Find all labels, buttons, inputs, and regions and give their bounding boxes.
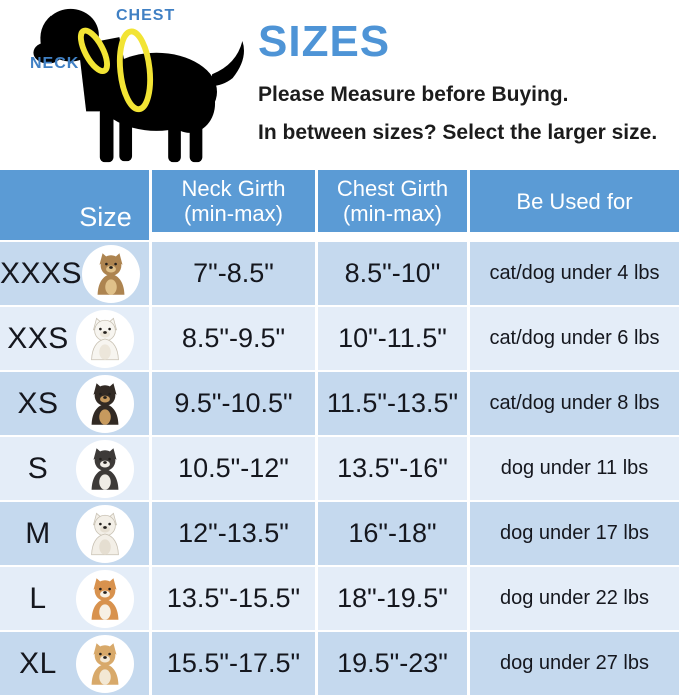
header-section: NECK CHEST SIZES Please Measure before B… xyxy=(0,0,679,170)
size-cell: S xyxy=(0,437,149,500)
used-for-value: cat/dog under 8 lbs xyxy=(470,372,679,435)
column-header-used-for: Be Used for xyxy=(470,170,679,232)
table-row-s: S 10.5"-12" 13.5"-16" dog under 11 lbs xyxy=(0,437,679,500)
chest-label: CHEST xyxy=(116,7,176,24)
chest-girth-value: 13.5"-16" xyxy=(318,437,467,500)
dog-photo-samoyed xyxy=(76,309,134,368)
neck-girth-value: 15.5"-17.5" xyxy=(152,632,315,695)
size-cell: XXS xyxy=(0,307,149,370)
table-row-l: L 13.5"-15.5" 18"-19.5" dog under 22 lbs xyxy=(0,567,679,630)
size-label: XL xyxy=(19,646,57,680)
dog-photo-bichon xyxy=(76,504,134,563)
neck-girth-value: 12"-13.5" xyxy=(152,502,315,565)
size-cell: L xyxy=(0,567,149,630)
intro-line-1: Please Measure before Buying. xyxy=(258,83,569,106)
neck-girth-header-sub: (min-max) xyxy=(183,201,283,226)
used-for-value: dog under 27 lbs xyxy=(470,632,679,695)
dog-photo-chihuahua xyxy=(76,374,134,433)
neck-girth-value: 9.5"-10.5" xyxy=(152,372,315,435)
chest-girth-value: 19.5"-23" xyxy=(318,632,467,695)
chest-girth-value: 10"-11.5" xyxy=(318,307,467,370)
used-for-value: cat/dog under 6 lbs xyxy=(470,307,679,370)
chest-girth-value: 8.5"-10" xyxy=(318,242,467,305)
intro-text-block: SIZES Please Measure before Buying. In b… xyxy=(258,20,668,159)
table-header-row: Size Neck Girth (min-max) Chest Girth (min… xyxy=(0,170,679,240)
size-label: XS xyxy=(17,386,59,420)
dog-photo-shiba-inu xyxy=(76,634,134,693)
neck-girth-value: 8.5"-9.5" xyxy=(152,307,315,370)
table-row-xl: XL 15.5"-17.5" 19.5"-23" dog under 27 lb… xyxy=(0,632,679,695)
dog-photo-boston-terrier xyxy=(76,439,134,498)
size-label: XXXS xyxy=(0,256,83,290)
dog-photo-corgi xyxy=(76,569,134,628)
size-cell: XXXS xyxy=(0,242,149,305)
chest-band xyxy=(116,28,154,113)
neck-girth-value: 10.5"-12" xyxy=(152,437,315,500)
chest-girth-value: 11.5"-13.5" xyxy=(318,372,467,435)
used-for-value: dog under 17 lbs xyxy=(470,502,679,565)
size-chart-table: Size Neck Girth (min-max) Chest Girth (min… xyxy=(0,170,679,695)
dog-measurement-diagram xyxy=(33,8,244,163)
size-label: M xyxy=(25,516,51,550)
dog-photo-yorkshire-terrier xyxy=(82,244,141,303)
column-header-neck-girth: Neck Girth (min-max) xyxy=(152,170,315,232)
table-row-xxs: XXS 8.5"-9.5" 10"-11.5" cat/dog under 6 … xyxy=(0,307,679,370)
neck-label: NECK xyxy=(30,55,80,72)
chest-girth-value: 18"-19.5" xyxy=(318,567,467,630)
chest-girth-header-label: Chest Girth xyxy=(336,176,449,202)
size-cell: XS xyxy=(0,372,149,435)
column-header-size: Size xyxy=(0,170,149,240)
intro-line-2: In between sizes? Select the larger size… xyxy=(258,121,658,145)
size-label: XXS xyxy=(7,321,69,355)
size-label: L xyxy=(29,581,47,615)
neck-girth-value: 13.5"-15.5" xyxy=(152,567,315,630)
size-cell: XL xyxy=(0,632,149,695)
neck-girth-header-label: Neck Girth xyxy=(181,176,286,202)
used-for-value: dog under 11 lbs xyxy=(470,437,679,500)
chest-girth-header-sub: (min-max) xyxy=(342,201,442,226)
used-for-value: dog under 22 lbs xyxy=(470,567,679,630)
page-title: SIZES xyxy=(258,17,391,66)
table-row-xs: XS 9.5"-10.5" 11.5"-13.5" cat/dog under … xyxy=(0,372,679,435)
size-cell: M xyxy=(0,502,149,565)
column-header-chest-girth: Chest Girth (min-max) xyxy=(318,170,467,232)
neck-band xyxy=(77,27,110,75)
neck-girth-value: 7"-8.5" xyxy=(152,242,315,305)
table-row-xxxs: XXXS 7"-8.5" 8.5"-10" cat/dog under 4 lb… xyxy=(0,242,679,305)
chest-girth-value: 16"-18" xyxy=(318,502,467,565)
size-label: S xyxy=(27,451,49,485)
used-for-value: cat/dog under 4 lbs xyxy=(470,242,679,305)
table-row-m: M 12"-13.5" 16"-18" dog under 17 lbs xyxy=(0,502,679,565)
